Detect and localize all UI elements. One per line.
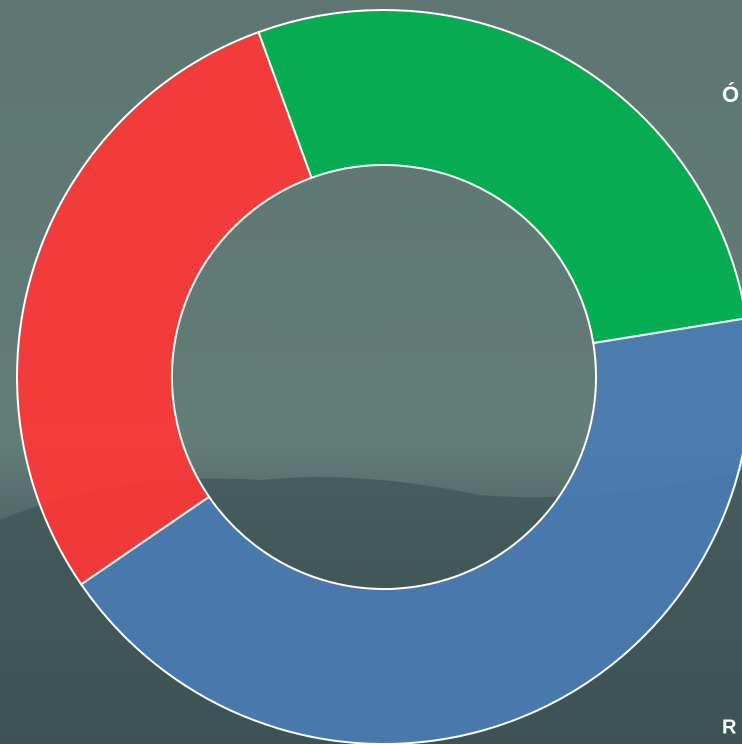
page: {"chart_data": {"type": "pie", "donut": … [0, 0, 742, 744]
annotation: Ó [722, 82, 739, 107]
annotation: R [722, 716, 737, 738]
chart: Ó R [0, 0, 742, 744]
